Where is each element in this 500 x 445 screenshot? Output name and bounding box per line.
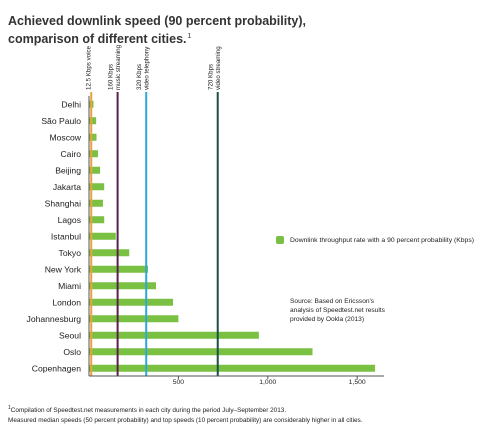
title-footnote-mark: 1 [187,33,192,40]
source-line: provided by Ookla (2013) [290,316,365,323]
chart-title: Achieved downlink speed (90 percent prob… [8,14,306,47]
chart-legend: Downlink throughput rate with a 90 perce… [276,236,474,244]
reference-line-label: 320 Kbps video telephony [136,46,151,90]
reference-line-label-text: music streaming [115,44,122,90]
footnote-line2: Measured median speeds (50 percent proba… [8,417,363,424]
reference-line-label-text: 12.5 Kbps voice [86,45,93,90]
footnote-line1: Compilation of Speedtest.net measurement… [10,407,287,414]
x-tick-label: 1,500 [349,379,366,386]
reference-line-label: 720 Kbps video streaming [208,46,223,90]
category-label: Shanghai [45,198,81,208]
bar [89,232,116,240]
category-label: London [52,297,81,307]
reference-line-label-text: 160 Kbps [108,64,115,90]
source-line: analysis of Speedtest.net results [290,307,385,314]
footnote-mark: 1 [8,405,11,411]
bar [89,150,98,158]
bar [89,348,313,356]
bar [89,282,157,290]
reference-line-label: 160 Kbps music streaming [108,44,123,90]
bar [89,133,97,141]
bar [89,117,97,125]
category-label: New York [45,264,82,274]
chart-title-line2: comparison of different cities. [8,32,187,46]
source-line: Source: Based on Ericsson's [290,298,375,305]
bar [89,331,259,339]
bar [89,364,376,372]
category-label: Copenhagen [32,363,81,373]
chart-title-line1: Achieved downlink speed (90 percent prob… [8,14,306,28]
bar [89,216,105,224]
legend-swatch [276,236,284,244]
x-tick-label: 500 [173,379,185,386]
bar [89,166,101,174]
reference-line-label-text: video streaming [215,46,222,90]
category-label: Beijing [55,165,81,175]
category-label: Moscow [49,132,81,142]
category-label: São Paulo [41,116,81,126]
reference-line-label: 12.5 Kbps voice [86,45,93,90]
footnote: 1Compilation of Speedtest.net measuremen… [8,403,363,426]
bar [89,315,179,323]
category-label: Johannesburg [27,314,82,324]
category-label: Lagos [58,215,81,225]
bar [89,199,103,207]
bar [89,298,174,306]
category-label: Jakarta [53,182,81,192]
category-label: Oslo [63,347,81,357]
bar [89,249,130,257]
category-label: Delhi [61,99,81,109]
source-note: Source: Based on Ericsson's analysis of … [290,297,385,324]
reference-line-label-text: 320 Kbps [136,64,143,90]
reference-line-label-text: video telephony [144,46,151,90]
category-label: Seoul [59,330,81,340]
category-label: Istanbul [51,231,81,241]
bar [89,183,105,191]
x-tick-label: 1,000 [259,379,276,386]
category-label: Cairo [60,149,81,159]
category-label: Miami [58,281,81,291]
category-label: Tokyo [59,248,82,258]
reference-line-label-text: 720 Kbps [208,64,215,90]
legend-label: Downlink throughput rate with a 90 perce… [290,236,474,244]
